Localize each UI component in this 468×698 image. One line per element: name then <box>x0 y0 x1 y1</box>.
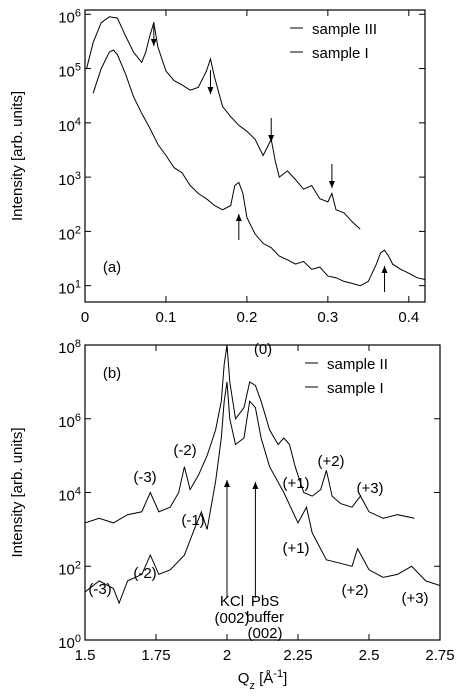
annotation: KCl <box>220 593 244 610</box>
annotation: (-3) <box>88 581 111 598</box>
annotation: (+1) <box>282 475 309 492</box>
annotation: (-2) <box>133 565 156 582</box>
y-tick-label: 106 <box>58 412 81 431</box>
y-tick-label: 100 <box>58 633 81 652</box>
arrow-head <box>268 135 275 142</box>
arrow-head <box>252 482 259 489</box>
arrow-head <box>150 39 157 46</box>
x-tick-label: 1.5 <box>75 647 96 664</box>
x-tick-label: 1.75 <box>141 647 170 664</box>
legend-label: sample I <box>327 380 384 397</box>
annotation: (+2) <box>317 453 344 470</box>
arrow-head <box>381 266 388 273</box>
annotation: PbS <box>251 593 279 610</box>
arrow-head <box>235 214 242 221</box>
arrow-head <box>224 480 230 487</box>
y-tick-label: 102 <box>58 559 81 578</box>
annotation: (+3) <box>401 590 428 607</box>
x-tick-label: 2.75 <box>425 647 454 664</box>
annotation: buffer <box>246 609 284 626</box>
legend-label: sample III <box>312 21 377 38</box>
plot-area <box>86 16 425 287</box>
annotation: (002) <box>247 625 282 642</box>
x-tick-label: 2 <box>223 647 231 664</box>
annotation: (+3) <box>356 480 383 497</box>
x-axis-label: Qz [Å-1] <box>238 668 287 692</box>
series-line <box>85 345 415 524</box>
y-tick-label: 104 <box>58 116 81 135</box>
plot-frame <box>84 9 426 303</box>
arrow-head <box>207 87 214 94</box>
series-line <box>85 381 440 605</box>
y-tick-label: 103 <box>58 170 81 189</box>
y-tick-label: 102 <box>58 224 81 243</box>
annotation: (0) <box>254 341 272 358</box>
legend-label: sample II <box>327 356 388 373</box>
annotation: (-3) <box>133 469 156 486</box>
legend-label: sample I <box>312 45 369 62</box>
annotation: (a) <box>103 259 121 276</box>
y-axis-label: Intensity [arb. units] <box>9 91 26 221</box>
plot-area <box>85 345 440 605</box>
x-tick-label: 0.2 <box>236 309 257 326</box>
annotation: (+2) <box>341 582 368 599</box>
annotation: (b) <box>103 365 121 382</box>
y-tick-label: 106 <box>58 7 81 26</box>
x-tick-label: 0.3 <box>317 309 338 326</box>
annotation: (-1) <box>181 512 204 529</box>
x-tick-label: 0.4 <box>398 309 419 326</box>
y-axis-label: Intensity [arb. units] <box>9 427 26 557</box>
annotation: (002) <box>214 610 249 627</box>
x-tick-label: 0 <box>81 309 89 326</box>
y-tick-label: 101 <box>58 279 81 298</box>
y-tick-label: 104 <box>58 486 81 505</box>
series-line <box>86 16 361 230</box>
arrow-head <box>328 181 335 188</box>
x-tick-label: 0.1 <box>156 309 177 326</box>
x-tick-label: 2.25 <box>283 647 312 664</box>
annotation: (-2) <box>173 442 196 459</box>
annotation: (+1) <box>282 540 309 557</box>
y-tick-label: 108 <box>58 338 81 357</box>
series-line <box>92 49 425 287</box>
y-tick-label: 105 <box>58 62 81 81</box>
x-tick-label: 2.5 <box>359 647 380 664</box>
